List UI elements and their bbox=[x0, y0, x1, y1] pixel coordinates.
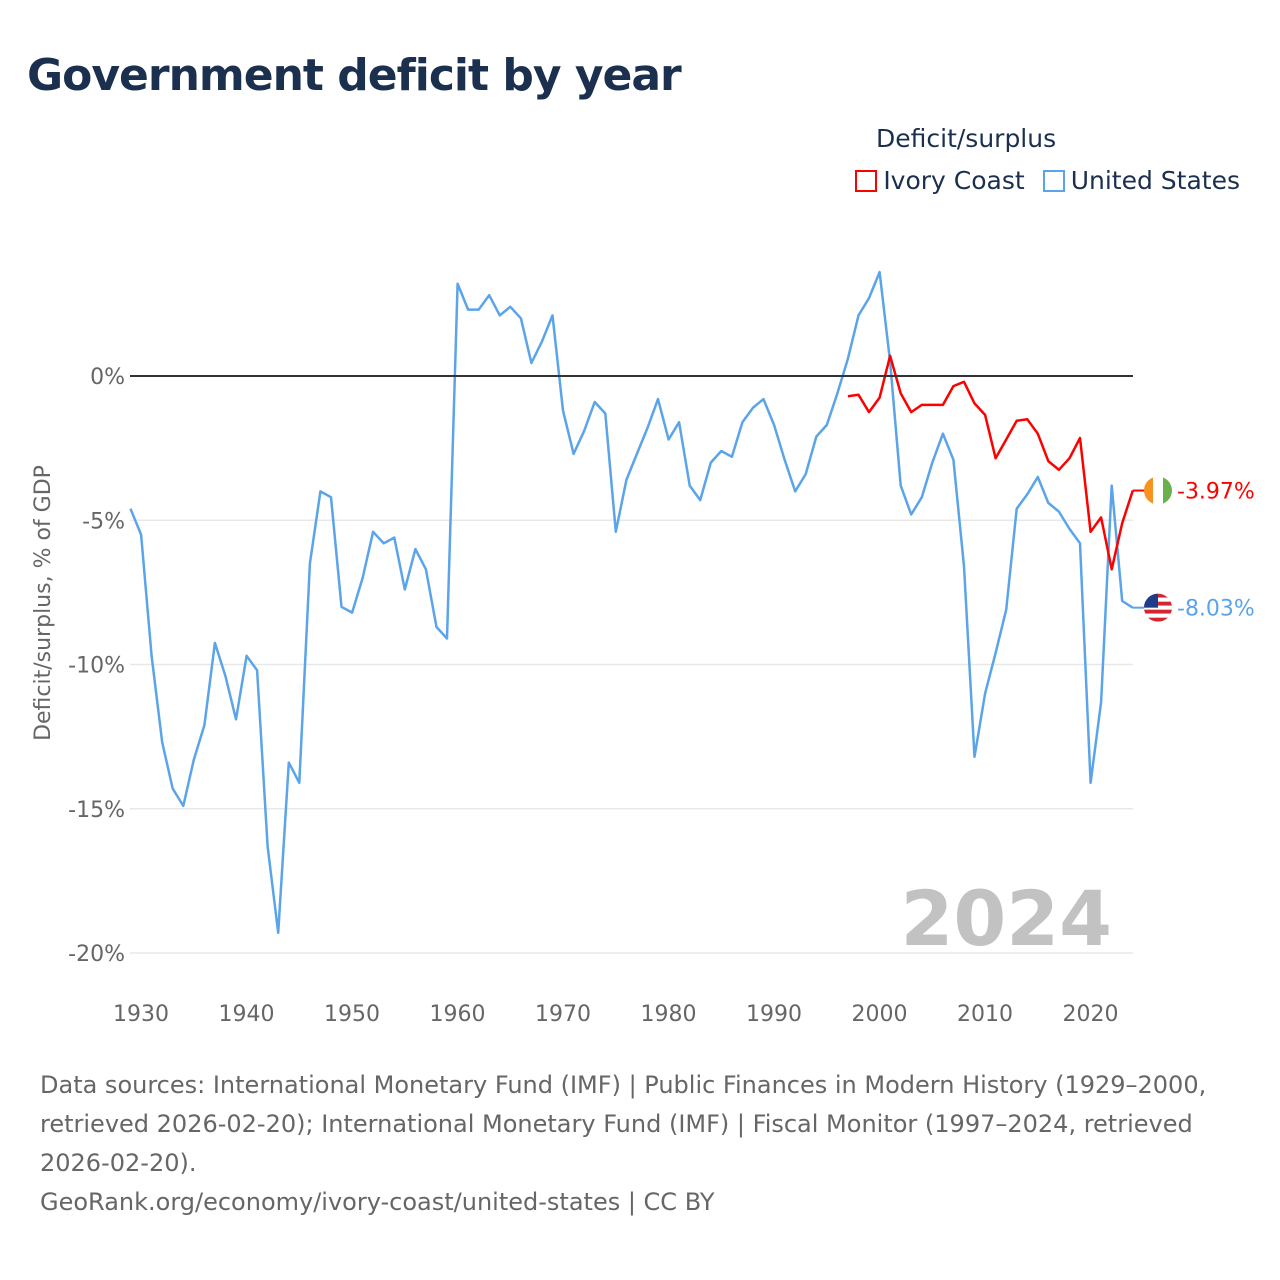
y-axis-label: Deficit/surplus, % of GDP bbox=[31, 465, 56, 741]
y-tick-label: -15% bbox=[68, 798, 125, 823]
chart-plot: 0% -5% -10% -15% -20% 1930 1940 1950 1960 1970 198… bbox=[31, 270, 1255, 1027]
legend-swatch bbox=[855, 169, 878, 192]
legend-item-ivory-coast[interactable]: Ivory Coast bbox=[855, 166, 1025, 195]
legend-title: Deficit/surplus bbox=[876, 124, 1057, 153]
year-label: 2024 bbox=[900, 874, 1112, 963]
flag-ivory-coast-icon bbox=[1144, 476, 1172, 505]
end-value-label: -3.97% bbox=[1177, 480, 1255, 505]
x-tick-label: 1960 bbox=[430, 1002, 486, 1027]
x-tick-label: 2010 bbox=[957, 1002, 1013, 1027]
end-value-label: -8.03% bbox=[1177, 597, 1255, 622]
y-tick-label: -5% bbox=[82, 509, 125, 534]
x-tick-label: 2000 bbox=[852, 1002, 908, 1027]
chart-title: Government deficit by year bbox=[27, 50, 682, 101]
legend-item-united-states[interactable]: United States bbox=[1042, 166, 1240, 195]
legend-label: Ivory Coast bbox=[883, 166, 1025, 195]
series-line-ivory-coast bbox=[847, 354, 1134, 571]
legend-label: United States bbox=[1070, 166, 1240, 195]
x-tick-label: 1930 bbox=[113, 1002, 169, 1027]
flag-united-states-icon bbox=[1144, 593, 1172, 622]
x-tick-label: 1990 bbox=[746, 1002, 802, 1027]
x-tick-label: 1950 bbox=[324, 1002, 380, 1027]
y-tick-label: -20% bbox=[68, 942, 125, 967]
x-tick-label: 1940 bbox=[219, 1002, 275, 1027]
y-tick-label: 0% bbox=[90, 365, 125, 390]
credit-link[interactable]: GeoRank.org/economy/ivory-coast/united-s… bbox=[40, 1188, 715, 1216]
x-tick-label: 1980 bbox=[641, 1002, 697, 1027]
legend: Ivory Coast United States bbox=[855, 166, 1240, 195]
x-tick-label: 2020 bbox=[1063, 1002, 1119, 1027]
data-sources: Data sources: International Monetary Fun… bbox=[40, 1071, 1207, 1177]
footer: Data sources: International Monetary Fun… bbox=[40, 1066, 1240, 1222]
x-tick-label: 1970 bbox=[535, 1002, 591, 1027]
legend-swatch bbox=[1042, 169, 1065, 192]
y-tick-label: -10% bbox=[68, 654, 125, 679]
series-line-united-states bbox=[129, 270, 1134, 935]
